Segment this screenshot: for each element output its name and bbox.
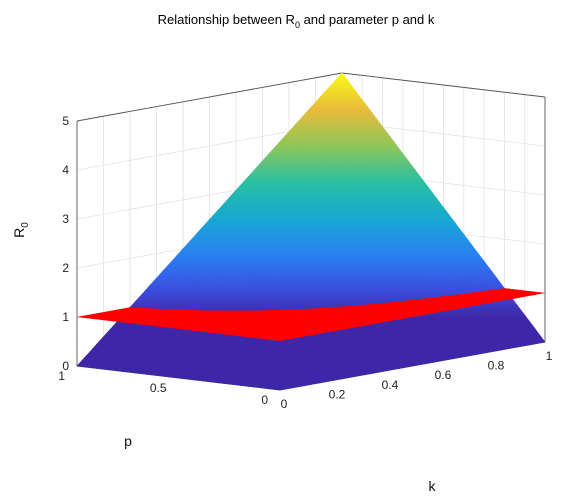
box-edge xyxy=(341,72,546,98)
chart-title: Relationship between R0 and parameter p … xyxy=(158,12,435,30)
z-tick-label: 5 xyxy=(62,114,69,128)
box-edge xyxy=(76,72,343,122)
y-tick-label: 0 xyxy=(261,393,268,407)
x-tick-label: 0.6 xyxy=(435,368,452,382)
x-tick-label: 1 xyxy=(546,349,553,363)
surface-layer xyxy=(76,72,546,391)
z-axis-label: R0 xyxy=(11,222,31,238)
z-tick-label: 2 xyxy=(62,261,69,275)
z-tick-label: 3 xyxy=(62,212,69,226)
y-axis-label: p xyxy=(124,433,132,449)
x-tick-label: 0.2 xyxy=(329,387,346,401)
x-tick-label: 0.4 xyxy=(382,378,399,392)
z-tick-label: 1 xyxy=(62,310,69,324)
x-tick-label: 0 xyxy=(281,397,288,411)
z-tick-label: 4 xyxy=(62,163,69,177)
x-axis-label: k xyxy=(429,478,437,494)
surface-patch xyxy=(274,387,287,391)
z-tick-label: 0 xyxy=(62,359,69,373)
x-tick-label: 0.8 xyxy=(488,359,505,373)
y-tick-label: 1 xyxy=(58,369,65,383)
y-tick-label: 0.5 xyxy=(150,381,167,395)
plane-front-part xyxy=(77,288,545,341)
